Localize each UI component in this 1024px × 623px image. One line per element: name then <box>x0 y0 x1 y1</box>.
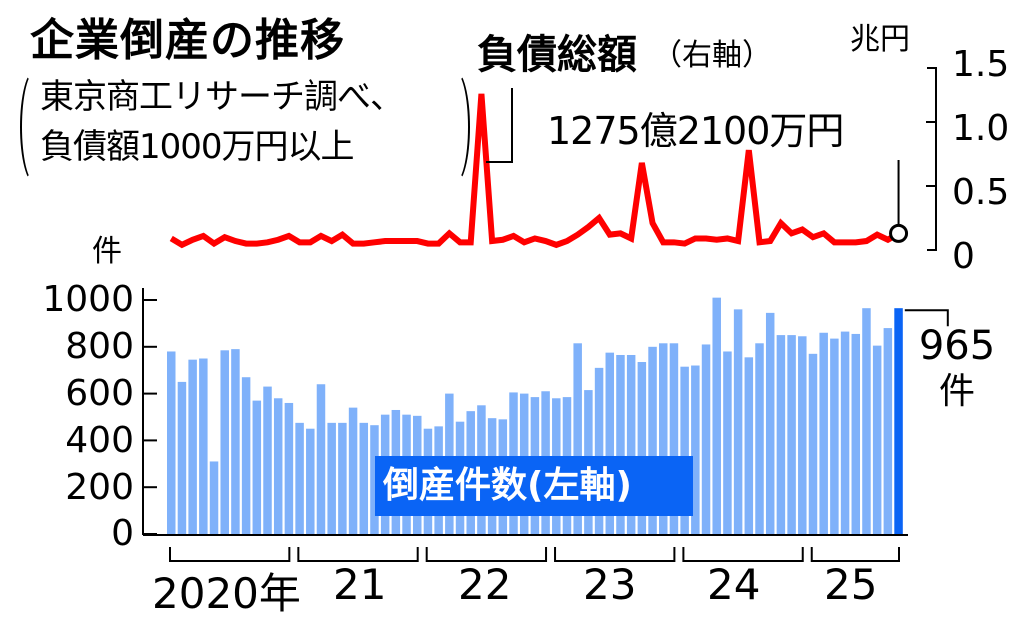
left-axis-tick: 1000 <box>42 279 134 320</box>
source-line-1: 東京商工リサーチ調べ、 <box>40 77 404 117</box>
source-line-2: 負債額1000万円以上 <box>40 127 355 167</box>
right-axis-unit: 兆円 <box>850 22 910 57</box>
left-axis-tick: 600 <box>65 373 134 414</box>
debt-axis-note: （右軸） <box>652 38 772 73</box>
right-axis-tick: 0.5 <box>952 172 1010 213</box>
right-paren <box>440 70 470 184</box>
year-label-2025: 25 <box>824 560 878 609</box>
year-label-2023: 23 <box>583 560 637 609</box>
chart-title: 企業倒産の推移 <box>30 15 345 66</box>
count-callout: 965 件 <box>912 326 1002 412</box>
count-callout-unit: 件 <box>938 371 975 412</box>
count-series-label: 倒産件数(左軸) <box>375 456 693 516</box>
left-axis-unit: 件 <box>92 234 122 269</box>
left-axis-tick: 400 <box>65 420 134 461</box>
left-axis-tick: 200 <box>65 467 134 508</box>
debt-series-label: 負債総額 <box>477 32 637 78</box>
debt-callout: 1275億2100万円 <box>547 109 844 153</box>
right-axis-tick: 1.5 <box>952 44 1010 85</box>
right-axis-tick: 0 <box>952 236 975 277</box>
count-callout-value: 965 <box>918 323 996 369</box>
right-axis-tick: 1.0 <box>952 108 1010 149</box>
left-axis-tick: 800 <box>65 326 134 367</box>
left-paren <box>20 70 50 184</box>
left-axis-tick: 0 <box>111 513 134 554</box>
year-label-2021: 21 <box>333 560 387 609</box>
source-note <box>20 70 470 184</box>
year-label-2024: 24 <box>707 560 761 609</box>
year-label-2022: 22 <box>458 560 512 609</box>
year-label-2020: 2020年 <box>152 569 301 618</box>
